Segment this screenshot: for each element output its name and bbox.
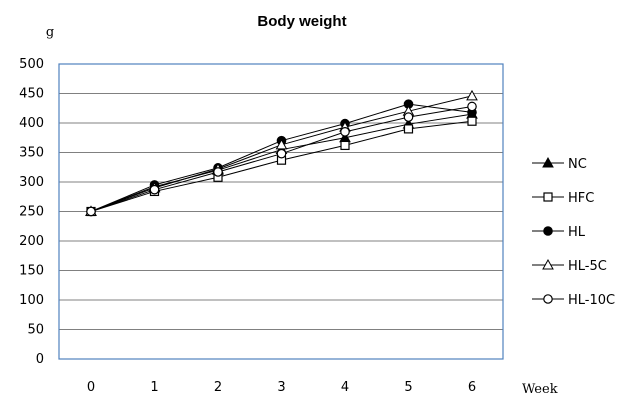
legend-label: HL bbox=[568, 225, 586, 240]
series-hfc bbox=[87, 117, 476, 215]
y-tick-label: 100 bbox=[19, 293, 44, 308]
legend-label: HFC bbox=[568, 191, 594, 206]
legend: NC HFC HL HL-5C HL-10C bbox=[532, 157, 615, 308]
y-tick-labels: 0 50 100 150 200 250 300 350 400 450 500 bbox=[19, 57, 44, 367]
y-axis-unit-label: g bbox=[46, 25, 54, 40]
x-tick-label: 1 bbox=[150, 380, 158, 395]
data-point-hl-10c bbox=[150, 185, 158, 193]
legend-label: NC bbox=[568, 157, 587, 172]
chart-title: Body weight bbox=[257, 13, 346, 30]
x-tick-label: 2 bbox=[214, 380, 222, 395]
data-point-hl-10c bbox=[468, 102, 476, 110]
y-tick-label: 500 bbox=[19, 57, 44, 72]
legend-item-hl: HL bbox=[532, 225, 586, 240]
y-tick-label: 250 bbox=[19, 205, 44, 220]
legend-item-hl-10c: HL-10C bbox=[532, 293, 615, 308]
legend-marker bbox=[544, 295, 552, 303]
series-line-hfc bbox=[91, 121, 472, 211]
y-tick-label: 350 bbox=[19, 146, 44, 161]
data-point-hfc bbox=[405, 125, 413, 133]
x-tick-label: 6 bbox=[468, 380, 476, 395]
legend-item-hl-5c: HL-5C bbox=[532, 259, 607, 274]
legend-item-hfc: HFC bbox=[532, 191, 594, 206]
data-point-hl-10c bbox=[341, 128, 349, 136]
data-point-hl-10c bbox=[277, 149, 285, 157]
legend-item-nc: NC bbox=[532, 157, 587, 172]
series-lines bbox=[86, 91, 477, 216]
data-point-hl-10c bbox=[87, 207, 95, 215]
gridlines bbox=[59, 94, 503, 330]
x-tick-label: 3 bbox=[277, 380, 285, 395]
legend-marker bbox=[544, 227, 552, 235]
legend-label: HL-10C bbox=[568, 293, 615, 308]
y-tick-label: 0 bbox=[36, 352, 44, 367]
y-tick-label: 200 bbox=[19, 234, 44, 249]
x-tick-label: 5 bbox=[404, 380, 412, 395]
data-point-hl-10c bbox=[404, 113, 412, 121]
x-tick-labels: 0 1 2 3 4 5 6 bbox=[87, 380, 476, 395]
y-tick-label: 400 bbox=[19, 116, 44, 131]
y-tick-label: 300 bbox=[19, 175, 44, 190]
x-axis-unit-label: Week bbox=[522, 382, 558, 395]
y-tick-label: 150 bbox=[19, 264, 44, 279]
data-point-hfc bbox=[468, 117, 476, 125]
y-tick-label: 450 bbox=[19, 87, 44, 102]
data-point-hl-10c bbox=[214, 168, 222, 176]
legend-marker bbox=[544, 193, 552, 201]
x-tick-label: 0 bbox=[87, 380, 95, 395]
y-tick-label: 50 bbox=[27, 323, 44, 338]
data-point-hl-5c bbox=[467, 91, 477, 100]
data-point-hfc bbox=[341, 141, 349, 149]
x-tick-label: 4 bbox=[341, 380, 349, 395]
legend-label: HL-5C bbox=[568, 259, 607, 274]
